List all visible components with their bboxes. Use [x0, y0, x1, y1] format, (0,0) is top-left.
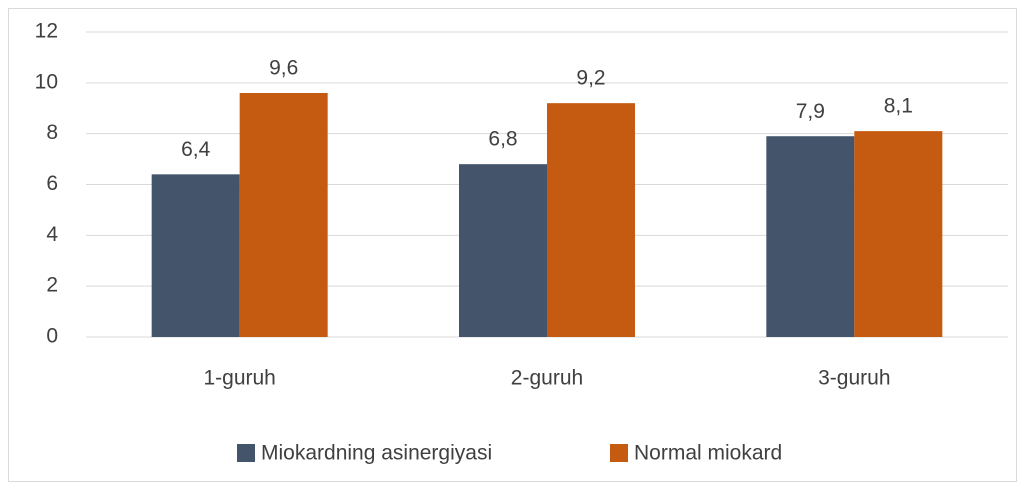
x-tick-label: 2-guruh	[511, 367, 583, 390]
y-tick-label: 6	[46, 172, 58, 195]
y-tick-label: 0	[46, 325, 58, 348]
y-tick-label: 10	[35, 70, 58, 93]
legend-label: Normal miokard	[634, 442, 782, 465]
x-tick-label: 1-guruh	[203, 367, 275, 390]
legend-swatch	[237, 444, 255, 462]
y-tick-label: 8	[46, 121, 58, 144]
bar	[547, 103, 635, 338]
data-label: 9,6	[269, 57, 298, 80]
bar	[766, 136, 855, 337]
data-label: 9,2	[576, 67, 605, 90]
bar	[854, 131, 943, 337]
y-tick-label: 2	[46, 274, 58, 297]
data-label: 6,4	[181, 138, 211, 161]
bar	[459, 164, 547, 337]
bar	[239, 93, 328, 337]
x-tick-label: 3-guruh	[818, 367, 890, 390]
y-tick-label: 12	[35, 20, 58, 43]
data-label: 7,9	[796, 100, 825, 123]
data-label: 6,8	[488, 128, 517, 151]
legend-swatch	[610, 444, 628, 462]
bar	[151, 174, 240, 337]
data-label: 8,1	[884, 95, 913, 118]
y-tick-label: 4	[46, 223, 58, 246]
legend-label: Miokardning asinergiyasi	[261, 442, 492, 465]
